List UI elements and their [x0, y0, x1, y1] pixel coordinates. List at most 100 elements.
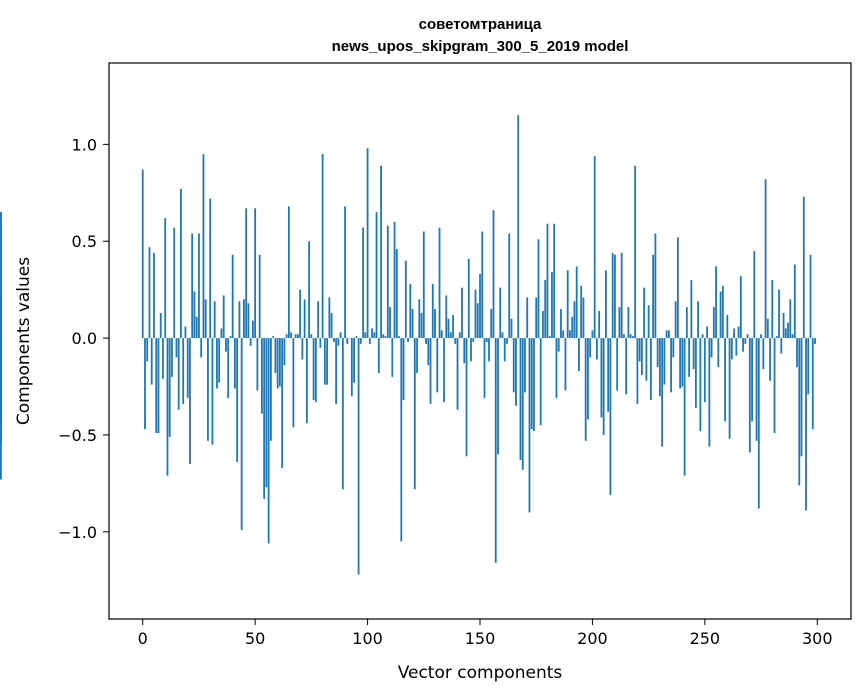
bar — [739, 276, 742, 339]
bar — [445, 295, 448, 339]
bar — [350, 338, 353, 397]
bar — [364, 332, 367, 339]
bar — [452, 314, 454, 339]
bar — [562, 330, 565, 339]
bar — [791, 334, 794, 339]
bar — [571, 316, 574, 339]
bar — [492, 210, 495, 339]
bar — [305, 338, 308, 424]
bar — [308, 241, 311, 339]
bar — [465, 338, 468, 457]
bar — [676, 237, 679, 339]
bar — [672, 338, 675, 358]
bar — [800, 338, 803, 457]
bar — [400, 338, 403, 542]
bar — [614, 254, 616, 339]
bar — [202, 154, 205, 339]
bar — [431, 283, 434, 339]
bar — [278, 338, 281, 387]
bar — [805, 338, 807, 511]
bar — [344, 206, 346, 339]
bar — [395, 248, 398, 339]
bar — [429, 338, 432, 404]
bar — [195, 316, 198, 339]
bar — [198, 233, 200, 339]
bar — [560, 309, 562, 339]
bar — [510, 318, 513, 339]
bar — [726, 314, 729, 339]
x-tick-label: 250 — [690, 629, 721, 648]
bar — [371, 328, 373, 339]
bar — [753, 250, 756, 339]
chart-title: советомтраница — [419, 16, 542, 33]
bar — [292, 338, 295, 428]
bar — [542, 310, 544, 339]
bar — [697, 301, 699, 339]
bar — [775, 336, 778, 339]
bar — [359, 338, 362, 344]
bar — [778, 289, 780, 339]
bar — [186, 338, 189, 399]
bar — [499, 287, 502, 339]
bar — [162, 338, 164, 379]
bar — [276, 338, 279, 389]
bar — [476, 303, 479, 339]
bar — [721, 285, 724, 339]
bar — [503, 338, 506, 362]
bar — [157, 338, 160, 434]
bar — [481, 231, 484, 339]
bar — [166, 338, 169, 476]
bar — [605, 270, 607, 339]
bar — [216, 338, 218, 389]
bar — [629, 334, 632, 339]
x-axis-label: Vector components — [398, 663, 563, 683]
bar — [247, 303, 250, 339]
bar — [591, 330, 594, 339]
bar — [784, 328, 787, 339]
bar — [557, 338, 560, 352]
bar — [730, 338, 733, 360]
bar — [0, 212, 2, 339]
bar — [802, 196, 805, 339]
bar — [771, 279, 774, 339]
x-axis-ticks: 0 50 100 150 200 250 300 — [138, 619, 833, 648]
bar — [355, 336, 358, 339]
y-axis-label: Components values — [14, 257, 34, 425]
bar — [555, 338, 558, 399]
bar — [712, 307, 715, 339]
y-tick-label: −0.5 — [58, 426, 97, 445]
bar — [760, 334, 762, 339]
bar — [643, 287, 646, 339]
bar — [184, 326, 187, 339]
bar — [528, 338, 531, 513]
bar — [317, 301, 320, 339]
y-tick-label: −1.0 — [58, 523, 97, 542]
bar — [386, 225, 389, 339]
bar — [526, 297, 529, 339]
bar — [551, 272, 553, 339]
bar — [281, 338, 284, 468]
bar — [384, 336, 387, 339]
bar — [490, 309, 493, 339]
x-tick-label: 100 — [352, 629, 383, 648]
bar — [393, 221, 396, 339]
bar — [220, 328, 223, 339]
bar — [296, 334, 299, 339]
bar — [580, 285, 583, 339]
bar — [287, 206, 290, 339]
bar — [636, 338, 639, 404]
bar — [144, 338, 146, 430]
bar — [517, 115, 520, 339]
bar — [263, 338, 266, 499]
bar — [294, 334, 297, 339]
bar — [173, 227, 176, 339]
bar — [789, 299, 792, 339]
bar — [649, 338, 652, 401]
bar — [148, 247, 151, 339]
bar — [719, 291, 722, 339]
bar — [440, 330, 443, 339]
bar — [546, 223, 549, 339]
bar — [416, 338, 418, 373]
bar — [699, 338, 702, 432]
bar — [368, 338, 371, 344]
